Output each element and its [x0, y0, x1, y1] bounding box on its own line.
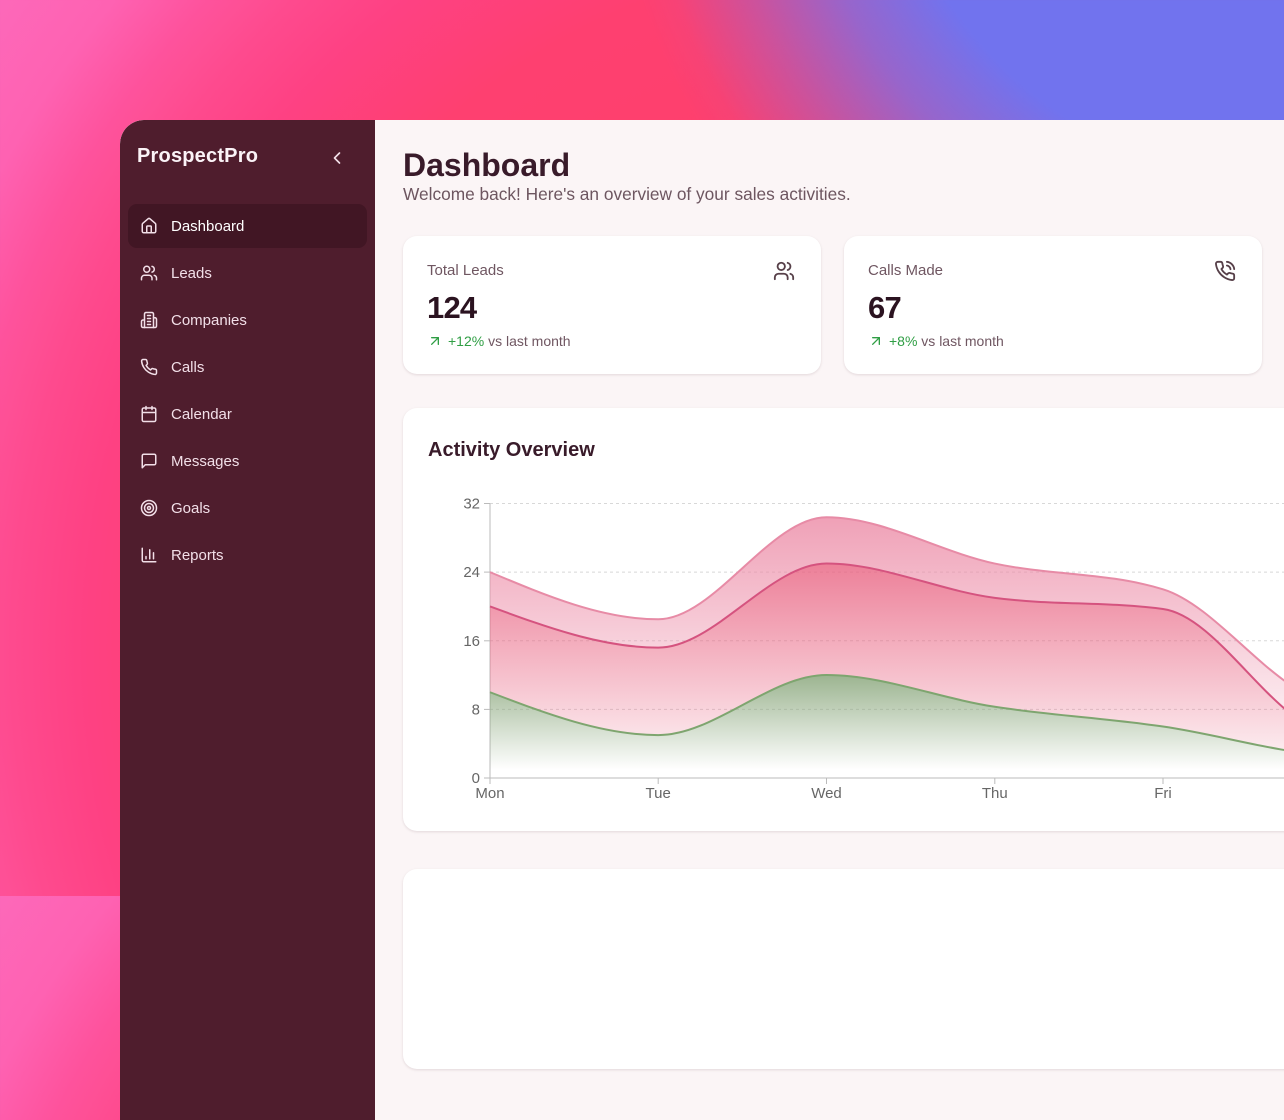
svg-text:Wed: Wed	[811, 785, 842, 802]
svg-text:Mon: Mon	[475, 785, 504, 802]
svg-text:Fri: Fri	[1154, 785, 1172, 802]
svg-text:8: 8	[472, 701, 480, 718]
svg-text:0: 0	[472, 770, 480, 787]
svg-text:Tue: Tue	[646, 785, 671, 802]
svg-text:Thu: Thu	[982, 785, 1008, 802]
svg-text:16: 16	[463, 633, 480, 650]
svg-text:32: 32	[463, 496, 480, 513]
svg-text:24: 24	[463, 564, 480, 581]
